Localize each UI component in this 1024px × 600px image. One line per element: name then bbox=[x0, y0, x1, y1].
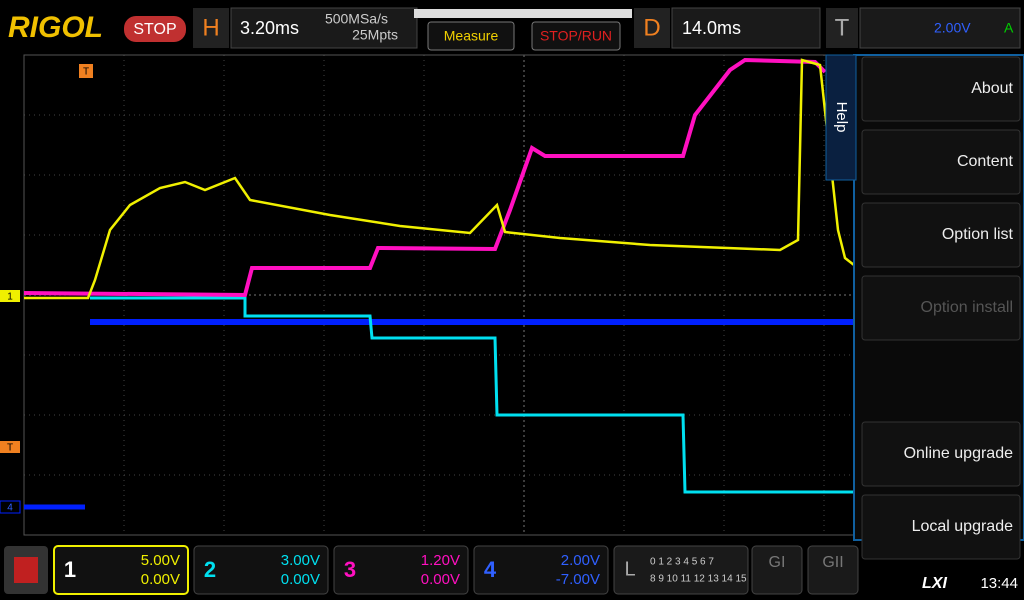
menu-item-label: Local upgrade bbox=[912, 518, 1014, 535]
t-box bbox=[826, 8, 858, 48]
help-tab-label: Help bbox=[833, 102, 850, 133]
channel-offset: 0.00V bbox=[421, 571, 460, 588]
menu-item-label: Option list bbox=[942, 226, 1014, 243]
logic-row1: 0 1 2 3 4 5 6 7 bbox=[650, 557, 714, 568]
timebase-box[interactable] bbox=[230, 7, 418, 49]
clock: 13:44 bbox=[980, 575, 1018, 592]
ch3-trace bbox=[23, 57, 827, 298]
channel-scale: 2.00V bbox=[561, 552, 600, 569]
delay-box[interactable] bbox=[671, 7, 821, 49]
memory-depth: 25Mpts bbox=[352, 27, 398, 43]
logic-label: L bbox=[624, 558, 635, 580]
d-box bbox=[634, 8, 670, 48]
menu-item-label: Content bbox=[957, 153, 1014, 170]
trigger-mode: A bbox=[1004, 20, 1014, 36]
help-tab[interactable] bbox=[825, 54, 857, 181]
gen2-label: GII bbox=[822, 554, 843, 571]
stop-badge bbox=[124, 16, 186, 42]
brand: RIGOL bbox=[8, 11, 103, 44]
d-label: D bbox=[643, 14, 660, 41]
logic-row2: 8 9 10 11 12 13 14 15 bbox=[650, 574, 747, 585]
menu-item-label: About bbox=[971, 80, 1013, 97]
sample-rate: 500MSa/s bbox=[325, 11, 388, 27]
channel-number: 4 bbox=[484, 557, 497, 582]
channel-offset: -7.00V bbox=[556, 571, 600, 588]
menu-item[interactable] bbox=[861, 494, 1021, 560]
ch4-marker bbox=[0, 500, 21, 514]
trigger-pos-marker bbox=[79, 64, 93, 78]
channel-box[interactable] bbox=[53, 545, 189, 595]
channel-scale: 1.20V bbox=[421, 552, 460, 569]
run-state: STOP bbox=[133, 21, 176, 38]
trigger-level: 2.00V bbox=[934, 20, 971, 36]
trigger-level-label: T bbox=[7, 443, 13, 454]
ch4-marker-label: 4 bbox=[7, 503, 13, 514]
trigger-box[interactable] bbox=[859, 7, 1021, 49]
channel-offset: 0.00V bbox=[141, 571, 180, 588]
menu-item bbox=[861, 275, 1021, 341]
stop-run: STOP/RUN bbox=[540, 28, 612, 44]
menu-item-label: Online upgrade bbox=[904, 445, 1014, 462]
gen1-label: GI bbox=[769, 554, 786, 571]
delay: 14.0ms bbox=[682, 18, 741, 38]
menu-item[interactable] bbox=[861, 56, 1021, 122]
h-label: H bbox=[202, 14, 219, 41]
menu-item[interactable] bbox=[861, 421, 1021, 487]
ch2-trace bbox=[90, 296, 854, 494]
gen1-box[interactable] bbox=[751, 545, 803, 595]
gen2-box[interactable] bbox=[807, 545, 859, 595]
memory-bar bbox=[414, 9, 632, 18]
trigger-level-marker bbox=[0, 441, 20, 453]
lxi: LXI bbox=[922, 575, 947, 592]
timebase: 3.20ms bbox=[240, 18, 299, 38]
channel-offset: 0.00V bbox=[281, 571, 320, 588]
channel-scale: 5.00V bbox=[141, 552, 180, 569]
measure: Measure bbox=[444, 28, 499, 44]
h-box bbox=[193, 8, 229, 48]
channel-box[interactable] bbox=[193, 545, 329, 595]
home-icon bbox=[14, 557, 38, 583]
t-label: T bbox=[835, 14, 850, 41]
trigger-pos-label: T bbox=[83, 67, 89, 78]
channel-box[interactable] bbox=[473, 545, 609, 595]
measure-btn[interactable] bbox=[427, 21, 515, 51]
channel-number: 1 bbox=[64, 557, 76, 582]
stop-run-btn[interactable] bbox=[531, 21, 621, 51]
logic-box[interactable] bbox=[613, 545, 749, 595]
ch1-trace bbox=[24, 58, 855, 300]
menu-item-label: Option install bbox=[921, 299, 1014, 316]
channel-box[interactable] bbox=[333, 545, 469, 595]
channel-scale: 3.00V bbox=[281, 552, 320, 569]
ch1-marker bbox=[0, 290, 20, 302]
channel-number: 3 bbox=[344, 557, 356, 582]
menu-item[interactable] bbox=[861, 202, 1021, 268]
ch1-marker-label: 1 bbox=[7, 292, 13, 303]
channel-number: 2 bbox=[204, 557, 216, 582]
menu-item[interactable] bbox=[861, 129, 1021, 195]
center-axes bbox=[24, 55, 854, 535]
